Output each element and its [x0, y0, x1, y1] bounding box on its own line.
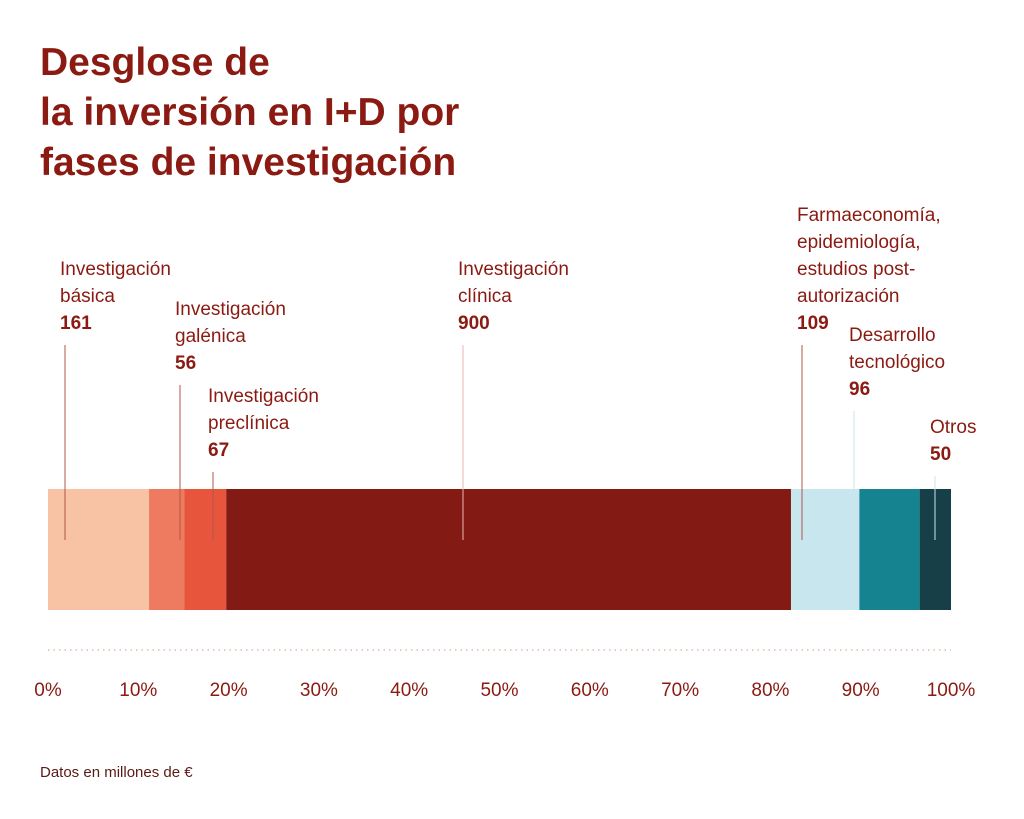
bar-segment [859, 489, 920, 610]
value-label: 109 [797, 313, 829, 334]
bar-segment [149, 489, 185, 610]
segment-label: Investigación clínica 900 [458, 256, 569, 337]
segment-label: Investigación preclínica 67 [208, 383, 319, 464]
x-tick-label: 100% [927, 680, 976, 701]
value-label: 50 [930, 444, 952, 465]
value-label: 161 [60, 313, 92, 334]
segment-label: Investigación básica 161 [60, 256, 171, 337]
x-tick-label: 10% [119, 680, 157, 701]
bar-segment [226, 489, 791, 610]
x-tick-label: 30% [300, 680, 338, 701]
category-label: Farmaeconomía, epidemiología, estudios p… [797, 205, 941, 307]
x-tick-label: 70% [661, 680, 699, 701]
chart-title: Desglose de la inversión en I+D por fase… [40, 41, 460, 184]
category-label: Desarrollo tecnológico [849, 325, 946, 373]
segment-label: Farmaeconomía, epidemiología, estudios p… [797, 202, 941, 337]
x-tick-label: 20% [210, 680, 248, 701]
x-tick-label: 50% [480, 680, 518, 701]
x-tick-label: 60% [571, 680, 609, 701]
bar-segment [184, 489, 227, 610]
x-tick-label: 90% [842, 680, 880, 701]
footnote: Datos en millones de € [40, 764, 193, 781]
value-label: 67 [208, 440, 230, 461]
category-label: Investigación clínica [458, 259, 569, 307]
category-label: Otros [930, 417, 977, 438]
category-label: Investigación galénica [175, 299, 286, 347]
x-tick-label: 40% [390, 680, 428, 701]
value-label: 900 [458, 313, 490, 334]
value-label: 56 [175, 353, 197, 374]
x-tick-label: 0% [34, 680, 62, 701]
segment-label: Investigación galénica 56 [175, 296, 286, 377]
value-label: 96 [849, 379, 871, 400]
category-label: Investigación básica [60, 259, 171, 307]
bar-segment [790, 489, 860, 610]
bar-segment [48, 489, 150, 610]
segment-label: Desarrollo tecnológico 96 [849, 322, 945, 403]
segment-label: Otros 50 [930, 414, 976, 468]
category-label: Investigación preclínica [208, 386, 319, 434]
x-tick-label: 80% [751, 680, 789, 701]
